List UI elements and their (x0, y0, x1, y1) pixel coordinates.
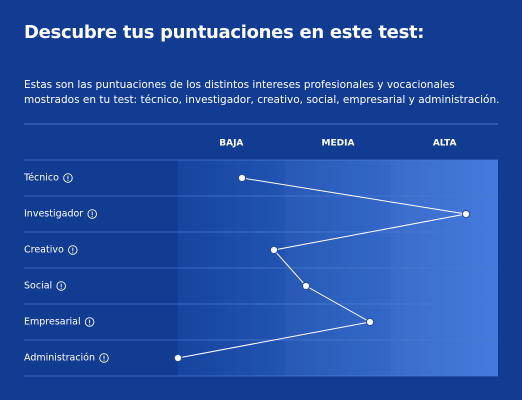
profile-point (365, 317, 375, 327)
profile-point (269, 245, 279, 255)
profile-point (301, 281, 311, 291)
info-icon[interactable] (84, 317, 95, 327)
info-icon[interactable] (63, 173, 73, 183)
category-label: Administración (24, 353, 95, 364)
category-label: Técnico (23, 173, 59, 184)
page-title: Descubre tus puntuaciones en este test: (24, 22, 425, 43)
profile-point (173, 353, 183, 363)
category-label: Empresarial (24, 317, 81, 328)
profile-line (177, 177, 467, 359)
info-icon-dot (89, 323, 91, 325)
category-label: Investigador (24, 209, 83, 220)
info-icon-dot (91, 215, 93, 217)
info-icon[interactable] (99, 353, 109, 363)
info-icon-dot (103, 359, 105, 361)
level-label: ALTA (433, 139, 457, 149)
info-icon-dot (72, 251, 74, 253)
info-icon-dot (67, 179, 69, 181)
category-label: Social (24, 281, 52, 292)
info-icon[interactable] (56, 281, 66, 291)
profile-point (461, 209, 471, 219)
info-icon[interactable] (68, 245, 78, 255)
info-icon[interactable] (87, 209, 97, 219)
profile-point (237, 173, 247, 183)
category-label: Creativo (24, 245, 64, 256)
info-icon-dot (60, 287, 62, 289)
level-label: MEDIA (322, 139, 355, 149)
description: Estas son las puntuaciones de los distin… (24, 79, 500, 106)
level-label: BAJA (219, 139, 243, 149)
